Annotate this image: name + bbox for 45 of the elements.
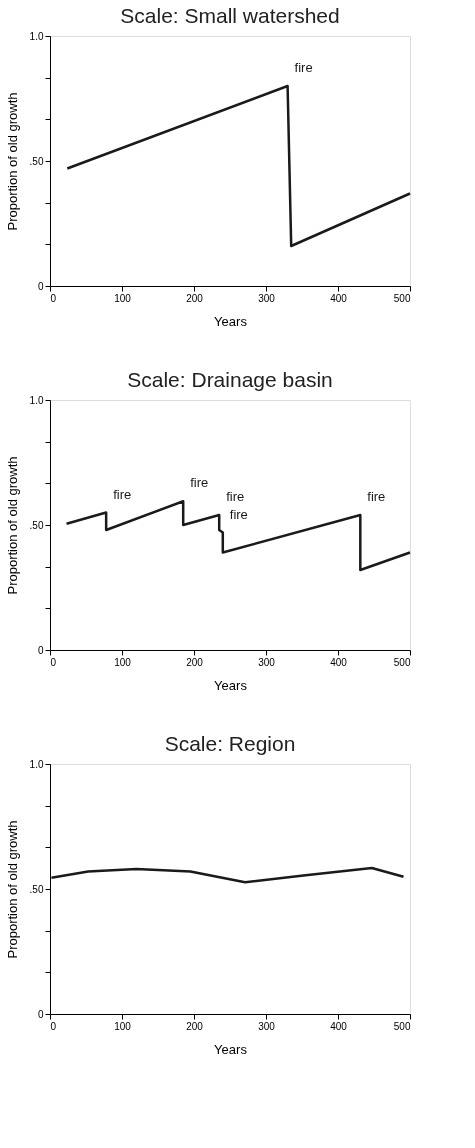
- x-tick-label: 400: [330, 656, 348, 668]
- x-tick-label: 500: [393, 1020, 411, 1032]
- x-tick-label: 200: [186, 292, 204, 304]
- y-tick-label: .50: [29, 155, 44, 167]
- annotation: fire: [294, 60, 313, 75]
- x-tick-label: 200: [186, 656, 204, 668]
- x-axis-title: Years: [214, 313, 248, 329]
- annotation: fire: [367, 489, 386, 504]
- y-tick-label: 1.0: [29, 30, 44, 42]
- x-tick-label: 0: [50, 1020, 57, 1032]
- y-tick-label: 1.0: [29, 758, 44, 770]
- y-tick-label: .50: [29, 519, 44, 531]
- annotation: fire: [226, 489, 245, 504]
- x-axis-title: Years: [214, 677, 248, 693]
- annotation: fire: [229, 506, 248, 522]
- x-tick-label: 300: [258, 656, 276, 668]
- x-tick-label: 500: [393, 656, 411, 668]
- y-tick-label: 0: [37, 280, 44, 292]
- annotation: fire: [113, 486, 132, 502]
- y-tick-label: 1.0: [29, 394, 44, 406]
- y-axis-title: Proportion of old growth: [4, 92, 20, 231]
- x-tick-label: 200: [186, 1020, 204, 1032]
- x-tick-label: 100: [114, 292, 132, 304]
- line-series: [66, 84, 412, 248]
- y-tick-label: 0: [37, 644, 44, 656]
- y-tick-label: .50: [29, 883, 44, 895]
- x-tick-label: 100: [114, 1020, 132, 1032]
- y-axis-title: Proportion of old growth: [4, 456, 20, 595]
- x-tick-label: 300: [258, 292, 276, 304]
- x-axis-title: Years: [214, 1041, 248, 1057]
- x-tick-label: 300: [258, 1020, 276, 1032]
- x-tick-label: 0: [50, 656, 57, 668]
- line-series: [65, 500, 412, 572]
- x-tick-label: 100: [114, 656, 132, 668]
- line-series: [50, 866, 405, 884]
- y-axis-title: Proportion of old growth: [4, 820, 20, 959]
- x-tick-label: 500: [393, 292, 411, 304]
- x-tick-label: 0: [50, 292, 57, 304]
- y-tick-label: 0: [37, 1008, 44, 1020]
- annotation: fire: [190, 475, 209, 491]
- chart-title: Scale: Drainage basin: [127, 368, 333, 391]
- x-tick-label: 400: [330, 1020, 348, 1032]
- chart-title: Scale: Small watershed: [120, 4, 340, 27]
- chart-title: Scale: Region: [164, 732, 296, 755]
- x-tick-label: 400: [330, 292, 348, 304]
